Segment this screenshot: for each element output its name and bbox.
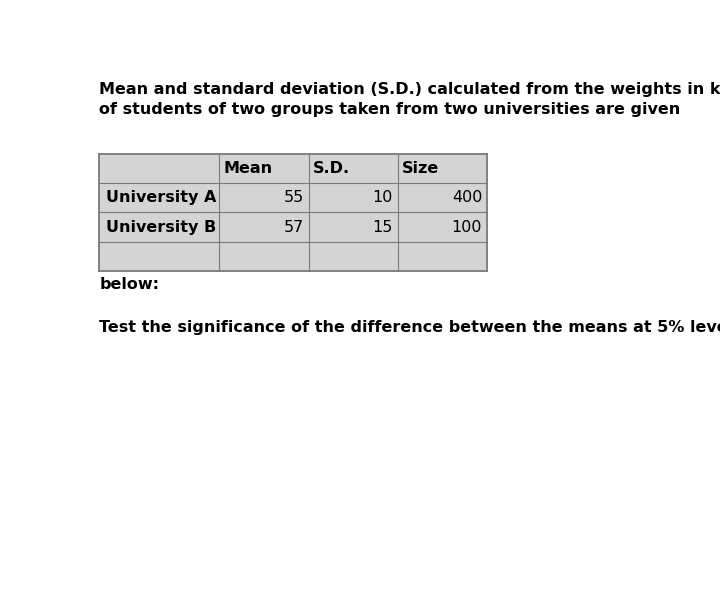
Text: Mean and standard deviation (S.D.) calculated from the weights in kg.: Mean and standard deviation (S.D.) calcu… bbox=[99, 81, 720, 97]
Text: 15: 15 bbox=[373, 219, 393, 235]
Text: Size: Size bbox=[402, 161, 438, 176]
Text: 100: 100 bbox=[451, 219, 482, 235]
Text: University A: University A bbox=[106, 191, 216, 205]
Text: Mean: Mean bbox=[223, 161, 272, 176]
Text: 57: 57 bbox=[284, 219, 304, 235]
Text: 55: 55 bbox=[284, 191, 304, 205]
Text: University B: University B bbox=[106, 219, 216, 235]
Text: 10: 10 bbox=[373, 191, 393, 205]
Text: S.D.: S.D. bbox=[312, 161, 349, 176]
Text: below:: below: bbox=[99, 277, 159, 292]
Text: of students of two groups taken from two universities are given: of students of two groups taken from two… bbox=[99, 101, 680, 117]
Text: 400: 400 bbox=[451, 191, 482, 205]
Text: Test the significance of the difference between the means at 5% level.: Test the significance of the difference … bbox=[99, 320, 720, 335]
